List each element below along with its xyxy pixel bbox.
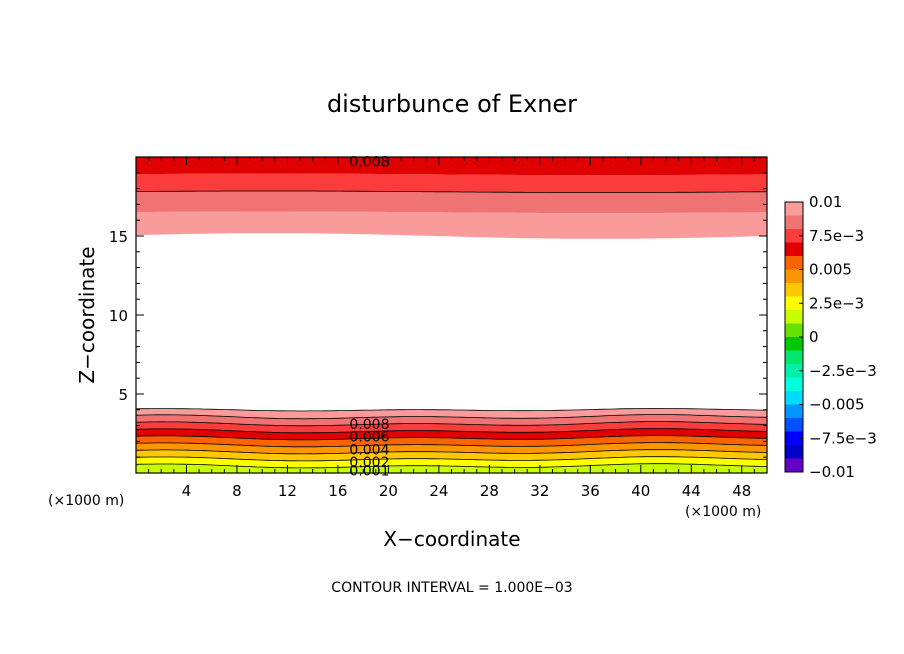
y-axis-label: Z−coordinate [75, 246, 99, 383]
colorbar-label: 2.5e−3 [809, 294, 864, 312]
contour-band [136, 211, 767, 239]
contour-band [136, 456, 767, 468]
plot-area [135, 157, 768, 473]
colorbar-swatch [785, 418, 803, 432]
contour-line [135, 463, 768, 469]
colorbar-label: −2.5e−3 [809, 362, 877, 380]
contour-line [135, 428, 768, 434]
colorbar-swatch [785, 229, 803, 243]
contour-label: 0.008 [349, 155, 389, 171]
contour-band [136, 442, 767, 454]
contour-label: 0.006 [349, 430, 389, 446]
contour-line [135, 435, 768, 441]
colorbar-swatch [785, 202, 803, 216]
x-tick-label: 44 [682, 482, 701, 500]
contour-band [136, 435, 767, 447]
contour-line [135, 421, 767, 427]
contour-band [136, 449, 767, 461]
y-tick-label: 5 [118, 386, 128, 404]
x-tick-label: 4 [182, 482, 192, 500]
contour-label: 0.002 [349, 455, 389, 471]
contour-line [135, 456, 768, 462]
colorbar-swatch [785, 215, 803, 230]
contour-band [136, 191, 767, 214]
colorbar-swatch [785, 377, 803, 392]
y-tick-label: 10 [109, 307, 128, 325]
colorbar-label: −0.005 [809, 396, 865, 414]
x-tick-label: 20 [379, 482, 398, 500]
colorbar-swatch [785, 350, 803, 365]
colorbar-label: 0 [809, 328, 819, 346]
y-tick-label: 15 [109, 228, 128, 246]
colorbar-label: 0.01 [809, 193, 842, 211]
contour-band [136, 463, 767, 473]
contour-line [135, 442, 768, 448]
contour-band [136, 157, 767, 176]
contour-interval-note: CONTOUR INTERVAL = 1.000E−03 [331, 580, 572, 596]
colorbar-label: 7.5e−3 [809, 227, 864, 245]
colorbar-swatch [785, 458, 803, 473]
colorbar-label: 0.005 [809, 261, 852, 279]
colorbar-label: −7.5e−3 [809, 429, 877, 447]
contour-label: 0.001 [349, 464, 389, 480]
x-tick-label: 12 [278, 482, 297, 500]
contour-line [135, 449, 767, 455]
contour-band [136, 421, 767, 433]
contour-band [136, 173, 767, 193]
colorbar-swatch [785, 310, 803, 324]
colorbar: 0.01 7.5e−3 0.005 2.5e−3 0 −2.5e−3 −0.005 −7.5e… [784, 193, 877, 481]
contour-line [136, 190, 768, 193]
colorbar-swatch [785, 404, 803, 419]
contour-label: 0.008 [349, 417, 389, 433]
contour-line [135, 414, 768, 420]
chart-title: disturbunce of Exner [327, 90, 577, 118]
x-tick-label: 24 [429, 482, 448, 500]
colorbar-swatch [785, 445, 803, 459]
colorbar-swatch [785, 337, 803, 351]
x-tick-label: 40 [631, 482, 650, 500]
x-unit-label-right: (×1000 m) [685, 504, 761, 520]
colorbar-swatch [785, 296, 803, 311]
x-tick-label: 16 [328, 482, 347, 500]
colorbar-swatch [785, 283, 803, 297]
contour-band [136, 414, 767, 426]
colorbar-swatch [785, 256, 803, 270]
colorbar-label: −0.01 [809, 463, 855, 481]
colorbar-swatch [785, 431, 803, 446]
contour-label: 0.004 [349, 442, 389, 458]
colorbar-swatch [785, 391, 803, 405]
x-tick-label: 32 [530, 482, 549, 500]
colorbar-swatch [785, 242, 803, 257]
colorbar-swatch [785, 323, 803, 338]
contour-line [135, 408, 767, 412]
colorbar-swatch [785, 269, 803, 284]
x-unit-label-left: (×1000 m) [48, 493, 124, 509]
x-tick-label: 28 [480, 482, 499, 500]
x-tick-label: 8 [232, 482, 242, 500]
x-tick-label: 36 [581, 482, 600, 500]
x-tick-label: 48 [732, 482, 751, 500]
colorbar-swatch [785, 364, 803, 378]
x-axis-label: X−coordinate [383, 527, 520, 551]
contour-band [136, 428, 767, 440]
